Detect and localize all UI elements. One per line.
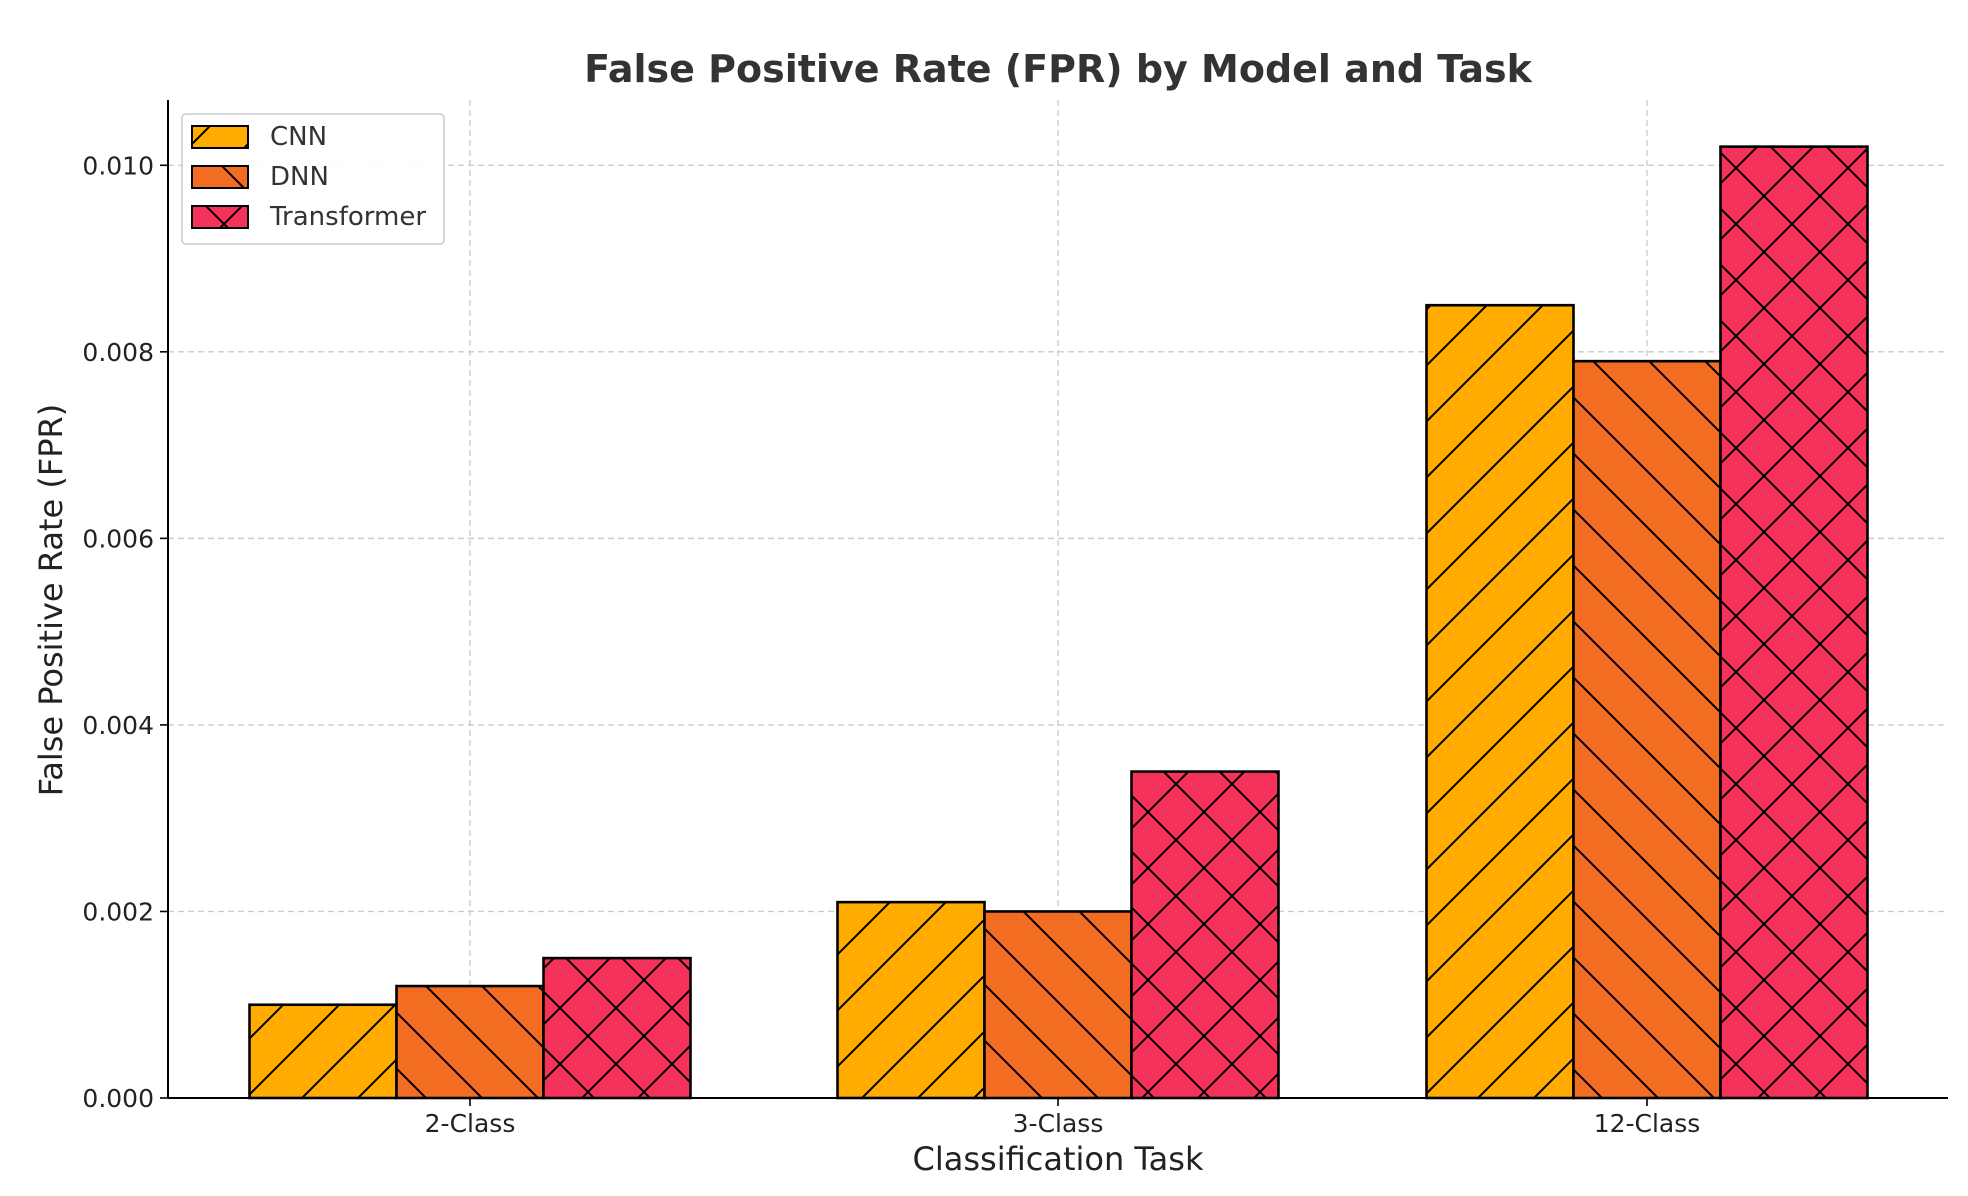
x-tick-label: 12-Class xyxy=(1594,1109,1701,1138)
bar-hatch xyxy=(396,986,544,1098)
tick-labels: 0.000 0.002 0.004 0.006 0.008 0.010 2-Class 3-C… xyxy=(82,151,1700,1138)
bar-hatch xyxy=(543,958,691,1098)
x-tick-label: 2-Class xyxy=(425,1109,516,1138)
bar-transformer-3-class xyxy=(1130,770,1280,1100)
legend-label: CNN xyxy=(270,122,327,152)
legend-swatch-hatch xyxy=(192,126,248,148)
legend-swatch-outline xyxy=(191,205,249,229)
bar-hatch xyxy=(249,1004,397,1098)
bar-transformer-2-class xyxy=(542,956,692,1100)
legend-label: DNN xyxy=(270,162,329,192)
y-axis-label: False Positive Rate (FPR) xyxy=(32,404,70,796)
x-tick-label: 3-Class xyxy=(1013,1109,1104,1138)
legend-item-transformer: Transformer xyxy=(191,202,426,232)
y-tick-label: 0.004 xyxy=(82,711,154,740)
bar-transformer-12-class xyxy=(1719,145,1869,1100)
chart-title: False Positive Rate (FPR) by Model and T… xyxy=(584,47,1532,91)
y-tick-label: 0.008 xyxy=(82,338,154,367)
bar-hatch xyxy=(984,911,1132,1098)
bar-cnn-12-class xyxy=(1425,303,1575,1100)
legend-item-cnn: CNN xyxy=(191,122,327,152)
bar-hatch xyxy=(1131,771,1279,1098)
bars xyxy=(248,145,1869,1100)
legend-label: Transformer xyxy=(269,202,426,232)
y-tick-label: 0.010 xyxy=(82,151,154,180)
y-tick-label: 0.002 xyxy=(82,897,154,926)
y-tick-label: 0.006 xyxy=(82,524,154,553)
legend-item-dnn: DNN xyxy=(191,162,329,192)
bar-hatch xyxy=(837,902,985,1098)
legend-swatch-hatch xyxy=(192,206,248,228)
legend-swatch-outline xyxy=(191,125,249,149)
legend-swatch-outline xyxy=(191,165,249,189)
bar-cnn-3-class xyxy=(836,900,986,1100)
bar-dnn-3-class xyxy=(983,910,1133,1100)
x-axis-label: Classification Task xyxy=(913,1140,1204,1178)
bar-hatch xyxy=(1573,361,1721,1098)
bar-dnn-12-class xyxy=(1572,359,1722,1100)
legend-swatch-hatch xyxy=(192,166,248,188)
bar-cnn-2-class xyxy=(248,1003,398,1100)
bar-dnn-2-class xyxy=(395,984,545,1100)
legend: CNN DNN Transformer xyxy=(181,113,445,245)
bar-hatch xyxy=(1426,305,1574,1098)
bar-hatch xyxy=(1720,146,1868,1099)
y-tick-label: 0.000 xyxy=(82,1084,154,1113)
